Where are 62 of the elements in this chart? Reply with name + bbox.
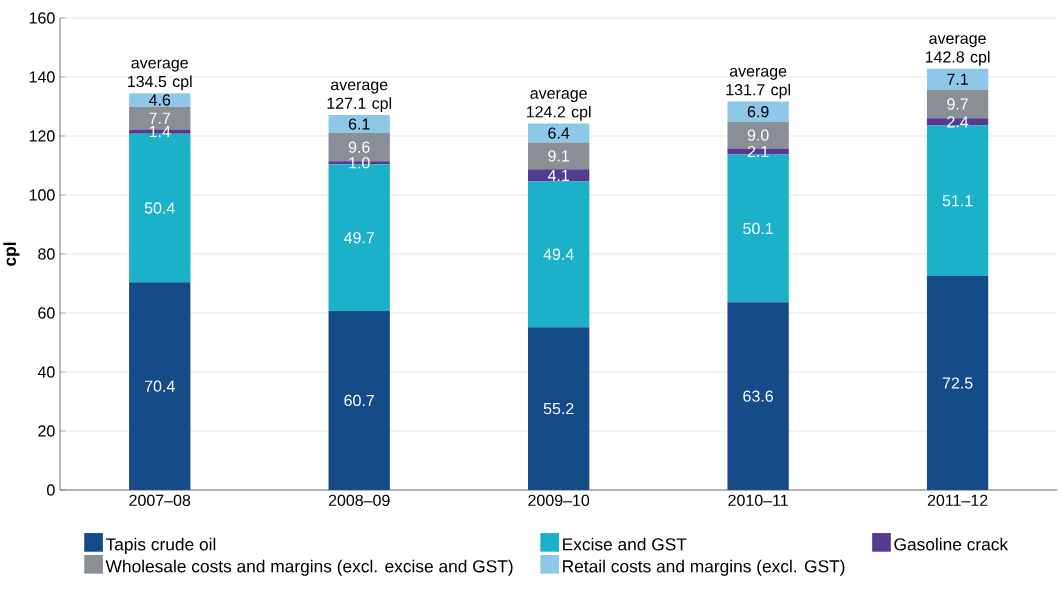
annotation: average 131.7 cpl [726, 67, 790, 99]
data-label: 50.1 [743, 222, 773, 235]
data-label: 9.0 [747, 129, 769, 141]
bar [727, 302, 789, 490]
y-tick-label: 160 [29, 12, 55, 24]
legend-label: Gasoline crack [894, 537, 1009, 551]
data-label: 55.2 [543, 402, 574, 415]
y-tick-label: 140 [29, 71, 55, 83]
annotation: average 127.1 cpl [327, 81, 392, 113]
annotation: average 124.2 cpl [526, 90, 591, 121]
data-label: 49.4 [543, 248, 574, 260]
bar [926, 118, 989, 126]
data-label: 60.7 [344, 394, 374, 407]
y-axis-title: cpl [3, 242, 20, 266]
data-label: 6.1 [348, 118, 370, 130]
legend-label: Retail costs and margins (excl. GST) [563, 559, 845, 576]
x-tick-label: 2011–12 [927, 494, 988, 507]
legend-label: Excise and GST [563, 537, 687, 551]
y-tick-label: 40 [37, 366, 55, 378]
bar [129, 282, 191, 490]
y-tick-label: 20 [38, 425, 55, 437]
x-tick-label: 2008–09 [328, 494, 390, 507]
data-label: 70.4 [144, 380, 175, 392]
y-tick-label: 0 [47, 484, 55, 496]
x-tick-label: 2007–08 [129, 494, 191, 507]
bar [926, 276, 989, 490]
bar [328, 115, 390, 134]
bar [727, 101, 789, 122]
data-label: 51.1 [942, 195, 973, 207]
bar [328, 310, 390, 490]
data-label: 72.5 [942, 377, 973, 389]
y-tick-label: 60 [38, 307, 55, 319]
data-label: 9.1 [548, 150, 570, 162]
data-label: 9.6 [348, 141, 370, 153]
data-label: 1.0 [349, 157, 370, 169]
x-tick-label: 2009–10 [528, 494, 590, 507]
legend-label: Wholesale costs and margins (excl. excise and GST) [105, 559, 513, 576]
legend-label: Tapis crude oil [105, 537, 216, 554]
data-label: 9.7 [947, 98, 968, 110]
bar [129, 93, 191, 107]
data-label: 6.4 [548, 127, 570, 139]
data-label: 49.7 [344, 231, 374, 244]
y-tick-label: 80 [38, 248, 55, 260]
y-tick-label: 100 [29, 189, 55, 201]
data-label: 6.9 [747, 106, 769, 118]
data-label: 4.1 [547, 169, 570, 181]
annotation: average 142.8 cpl [925, 35, 990, 66]
bar [528, 181, 590, 328]
data-label: 1.4 [149, 126, 171, 138]
bar [926, 68, 989, 90]
data-label: 4.6 [149, 94, 171, 106]
data-label: 7.7 [149, 112, 171, 124]
annotation: average 134.5 cpl [128, 59, 192, 91]
data-label: 50.4 [144, 202, 175, 214]
bar [528, 169, 590, 182]
bar [528, 327, 590, 490]
data-label: 63.6 [743, 390, 773, 402]
data-label: 2.4 [947, 116, 969, 128]
data-label: 7.1 [947, 73, 968, 85]
x-tick-label: 2010–11 [728, 494, 788, 507]
bar [528, 142, 590, 170]
y-tick-label: 120 [29, 130, 55, 142]
